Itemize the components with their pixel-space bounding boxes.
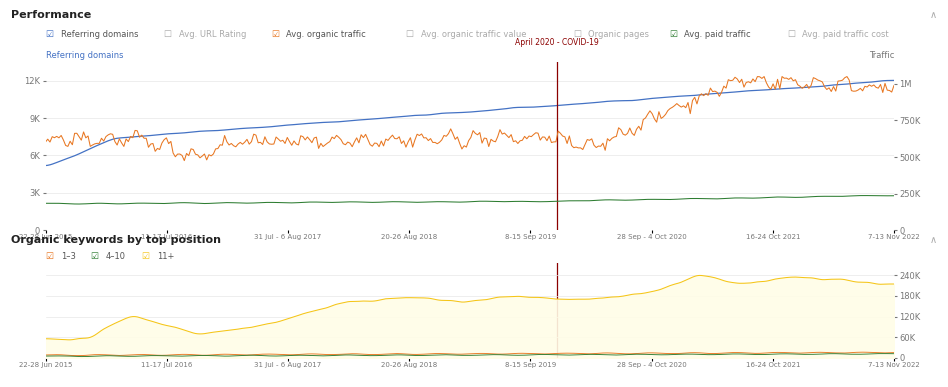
Text: Avg. URL Rating: Avg. URL Rating	[179, 29, 246, 39]
Text: ☐: ☐	[406, 29, 413, 39]
Text: Traffic: Traffic	[868, 51, 894, 60]
Text: ☑: ☑	[91, 252, 99, 261]
Text: Referring domains: Referring domains	[46, 51, 123, 60]
Text: April 2020 - COVID-19: April 2020 - COVID-19	[516, 38, 599, 47]
Text: ☐: ☐	[573, 29, 581, 39]
Text: Organic pages: Organic pages	[588, 29, 649, 39]
Text: Referring domains: Referring domains	[61, 29, 138, 39]
Text: ☑: ☑	[46, 252, 54, 261]
Text: ∧: ∧	[929, 10, 937, 20]
Text: ☐: ☐	[164, 29, 172, 39]
Text: ∧: ∧	[929, 235, 937, 245]
Text: Performance: Performance	[11, 10, 92, 20]
Text: Avg. paid traffic cost: Avg. paid traffic cost	[802, 29, 889, 39]
Text: Avg. organic traffic value: Avg. organic traffic value	[421, 29, 526, 39]
Text: Avg. organic traffic: Avg. organic traffic	[286, 29, 366, 39]
Text: 1–3: 1–3	[61, 252, 76, 261]
Text: ☑: ☑	[46, 29, 54, 39]
Text: ☑: ☑	[142, 252, 150, 261]
Text: ☑: ☑	[271, 29, 279, 39]
Text: Organic keywords by top position: Organic keywords by top position	[11, 235, 222, 245]
Text: ☑: ☑	[669, 29, 677, 39]
Text: 11+: 11+	[156, 252, 174, 261]
Text: Avg. paid traffic: Avg. paid traffic	[684, 29, 751, 39]
Text: 4–10: 4–10	[105, 252, 126, 261]
Text: ☐: ☐	[787, 29, 795, 39]
